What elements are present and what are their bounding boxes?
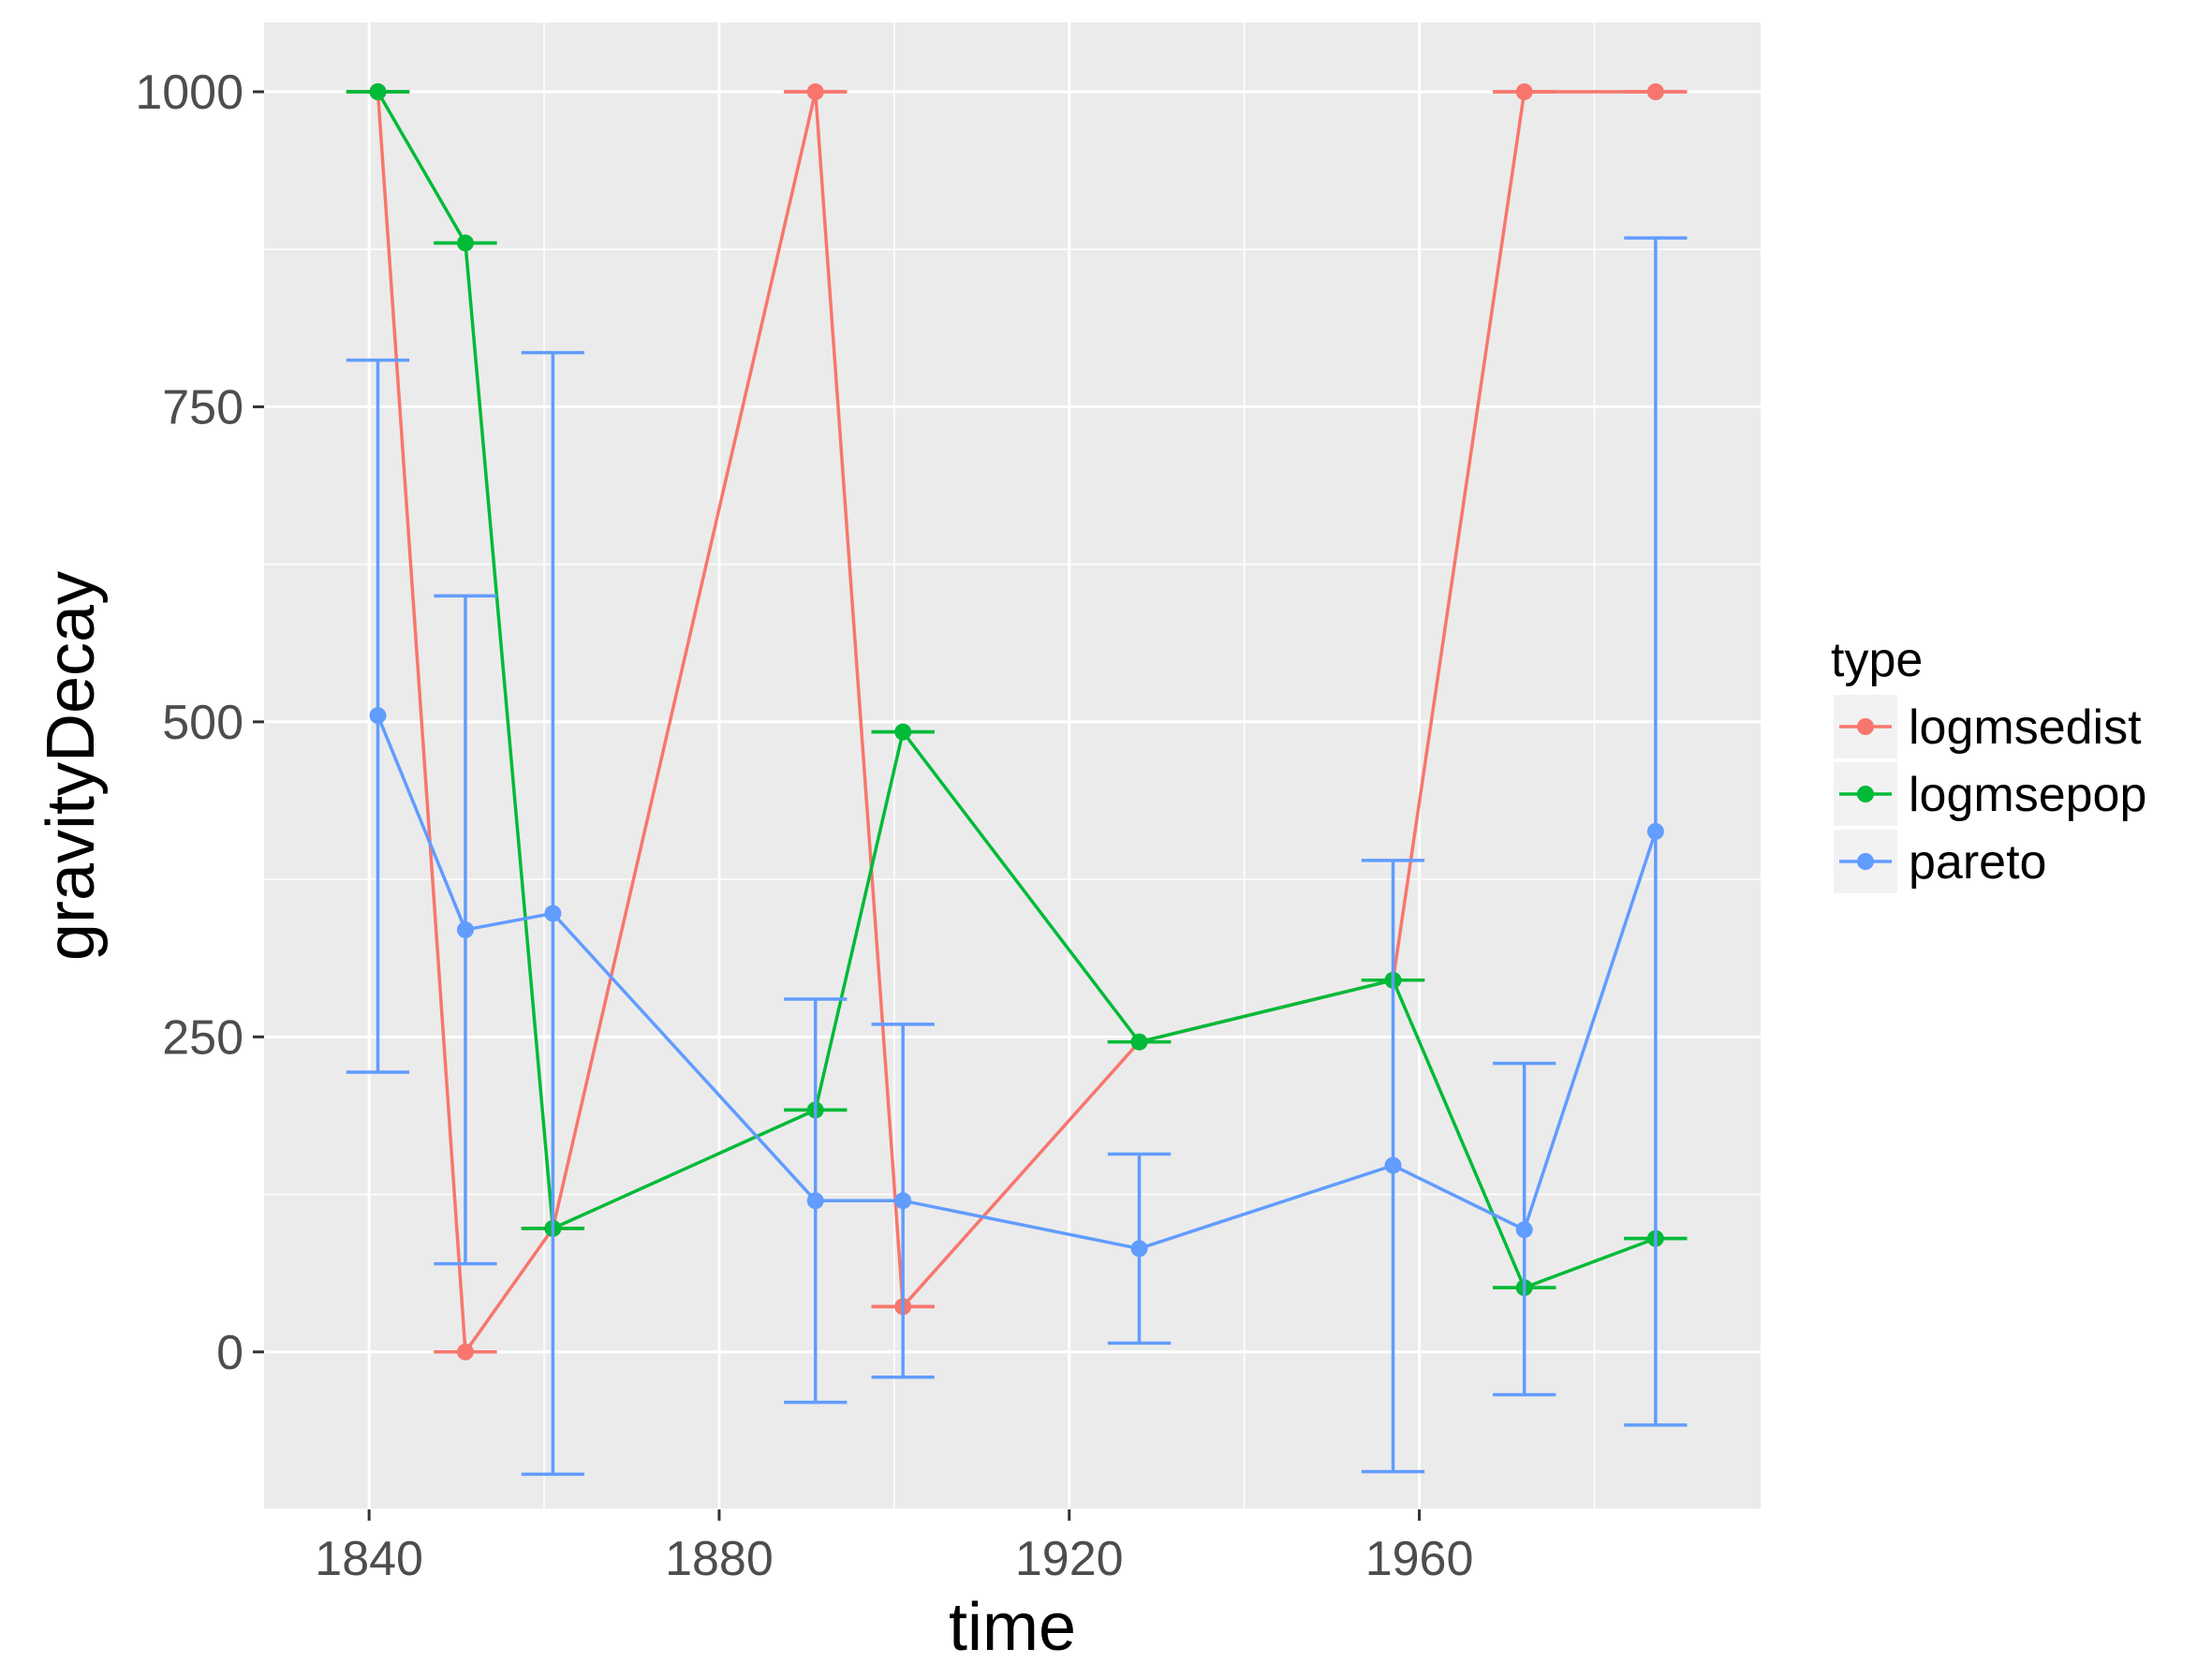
legend-key-point xyxy=(1857,853,1874,870)
x-tick-label: 1960 xyxy=(1365,1532,1474,1586)
legend-item-logmsedist: logmsedist xyxy=(1834,695,2142,758)
legend-title: type xyxy=(1831,633,1923,687)
x-tick-label: 1880 xyxy=(665,1532,774,1586)
legend-item-pareto: pareto xyxy=(1834,830,2046,893)
data-point xyxy=(1515,83,1533,101)
legend-item-logmsepop: logmsepop xyxy=(1834,762,2146,826)
y-tick-label: 250 xyxy=(162,1010,243,1065)
data-point xyxy=(1646,83,1664,101)
data-point xyxy=(544,905,562,922)
data-point xyxy=(456,234,474,252)
legend-label: pareto xyxy=(1909,835,2046,890)
axes: 1840 1880 1920 1960 0 250 500 750 1000 xyxy=(135,66,1473,1586)
data-point xyxy=(1384,1156,1402,1174)
legend: type logmsedist logmsepop pareto xyxy=(1831,633,2146,893)
data-point xyxy=(369,707,387,725)
y-axis-title: gravityDecay xyxy=(34,571,109,961)
data-point xyxy=(806,83,824,101)
plot-panel xyxy=(264,22,1761,1509)
y-tick-label: 500 xyxy=(162,696,243,750)
x-axis-title: time xyxy=(949,1590,1076,1658)
data-point xyxy=(894,723,912,741)
y-tick-label: 750 xyxy=(162,380,243,434)
x-tick-label: 1840 xyxy=(315,1532,423,1586)
data-point xyxy=(1515,1221,1533,1239)
legend-key-point xyxy=(1857,718,1874,735)
series-layer xyxy=(346,83,1688,1477)
series-pareto xyxy=(346,236,1688,1477)
data-point xyxy=(1130,1240,1148,1258)
y-tick-label: 1000 xyxy=(135,66,243,120)
legend-label: logmsepop xyxy=(1909,768,2146,822)
data-point xyxy=(1646,822,1664,840)
x-tick-label: 1920 xyxy=(1015,1532,1124,1586)
legend-key-point xyxy=(1857,786,1874,802)
data-point xyxy=(456,920,474,938)
legend-label: logmsedist xyxy=(1909,700,2142,755)
data-point xyxy=(1130,1033,1148,1051)
legend-items: logmsedist logmsepop pareto xyxy=(1834,695,2146,893)
data-point xyxy=(894,1192,912,1210)
data-point xyxy=(806,1192,824,1210)
y-tick-label: 0 xyxy=(216,1326,243,1380)
major-gridlines xyxy=(264,22,1761,1509)
data-point xyxy=(456,1343,474,1361)
data-point xyxy=(369,83,387,101)
